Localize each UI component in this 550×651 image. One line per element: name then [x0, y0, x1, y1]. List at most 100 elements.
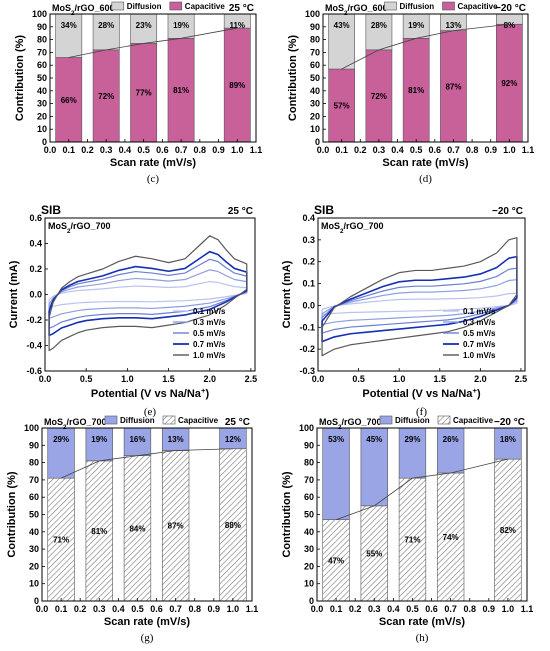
diffusion-label: 29%	[404, 435, 420, 444]
y-tick-label: 60	[29, 492, 39, 502]
bar-capacitive	[322, 519, 350, 602]
x-axis-label: Scan rate (mV/s)	[379, 616, 466, 628]
temperature-label: 25 °C	[228, 206, 253, 217]
capacitive-label: 88%	[225, 521, 241, 530]
y-axis-label: Contribution (%)	[14, 35, 26, 121]
cell-type-label: SIB	[314, 203, 334, 217]
bar-diffusion	[360, 427, 388, 507]
bar-capacitive	[436, 472, 465, 602]
x-tick-label: 1.1	[522, 145, 535, 155]
y-tick-label: 30	[29, 544, 39, 554]
y-tick-label: 10	[304, 579, 314, 589]
bar-capacitive	[219, 448, 247, 602]
capacitive-label: 57%	[334, 102, 350, 111]
y-tick-label: 20	[304, 561, 314, 571]
legend-label-capacitive: Capacitive	[453, 416, 494, 425]
panel-caption: (c)	[147, 173, 160, 185]
bar-diffusion	[398, 427, 427, 479]
legend-label-diffusion: Diffusion	[395, 416, 430, 425]
bar-diffusion	[494, 427, 522, 460]
y-tick-label: 30	[304, 544, 314, 554]
x-tick-label: 0.7	[444, 604, 457, 614]
x-tick-label: 0.7	[175, 145, 188, 155]
y-tick-label: 10	[29, 579, 39, 589]
y-tick-label: 30	[310, 99, 320, 109]
x-tick-label: 0.0	[44, 145, 57, 155]
capacitive-label: 84%	[129, 524, 145, 533]
bar-capacitive	[167, 38, 195, 143]
x-tick-label: 0.6	[150, 604, 163, 614]
y-tick-label: 80	[310, 35, 320, 45]
bar-diffusion	[365, 13, 393, 51]
bar-diffusion	[85, 427, 113, 462]
diffusion-label: 19%	[91, 435, 107, 444]
bar-capacitive	[161, 450, 190, 602]
diffusion-label: 29%	[53, 435, 69, 444]
diffusion-label: 13%	[168, 435, 184, 444]
bar-diffusion	[55, 13, 83, 58]
y-tick-label: 70	[29, 475, 39, 485]
diffusion-label: 28%	[371, 21, 387, 30]
legend-label: 1.0 mV/s	[193, 351, 226, 360]
capacitive-label: 87%	[445, 82, 461, 91]
y-tick-label: 50	[37, 73, 47, 83]
capacitive-label: 81%	[91, 527, 107, 536]
bar-capacitive	[440, 30, 467, 143]
diffusion-label: 43%	[334, 21, 350, 30]
x-tick-label: 0.5	[131, 604, 144, 614]
x-tick-label: 0.2	[81, 145, 94, 155]
panel-caption: (d)	[419, 173, 432, 185]
chart-title: MoS2/rGO_700	[48, 221, 111, 235]
bar-diffusion	[436, 427, 465, 474]
x-tick-label: 1.0	[227, 604, 240, 614]
x-axis-label: Scan rate (mV/s)	[382, 157, 469, 169]
temperature-label: −20 °C	[492, 206, 523, 217]
y-tick-label: 20	[29, 561, 39, 571]
x-tick-label: 0.0	[39, 374, 52, 384]
x-tick-label: 0.5	[406, 604, 419, 614]
legend-swatch-diffusion	[104, 415, 118, 425]
x-tick-label: 1.0	[121, 374, 134, 384]
legend-label: 0.5 mV/s	[193, 329, 226, 338]
x-tick-label: 1.1	[250, 145, 263, 155]
y-tick-label: 0.0	[29, 290, 42, 300]
legend-label-capacitive: Capacitive	[458, 2, 499, 11]
diffusion-label: 28%	[98, 21, 114, 30]
x-axis-label: Potential (V vs Na/Na+)	[362, 386, 481, 401]
y-tick-label: 90	[304, 440, 314, 450]
x-tick-label: 0.0	[317, 145, 330, 155]
x-tick-label: 0.8	[194, 145, 207, 155]
diffusion-label: 26%	[443, 435, 459, 444]
cv-curve	[321, 279, 518, 326]
y-axis-label: Current (mA)	[8, 260, 20, 328]
legend-label-capacitive: Capacitive	[185, 2, 226, 11]
y-tick-label: 0	[42, 137, 47, 147]
y-tick-label: 50	[29, 510, 39, 520]
y-tick-label: 80	[37, 35, 47, 45]
capacitive-trend-line	[335, 458, 509, 521]
chart-title: MoS2/rGO_600	[52, 3, 115, 17]
chart-title: MoS2/rGO_600	[325, 3, 388, 17]
y-tick-label: 0	[309, 596, 314, 606]
x-tick-label: 0.1	[62, 145, 75, 155]
y-tick-label: 90	[310, 22, 320, 32]
y-tick-label: 0	[315, 137, 320, 147]
x-tick-label: 0.2	[349, 604, 362, 614]
cv-curve	[48, 269, 248, 319]
legend-label-diffusion: Diffusion	[400, 2, 435, 11]
x-tick-label: 0.6	[156, 145, 169, 155]
legend-swatch-capacitive	[437, 415, 451, 425]
capacitive-trend-line	[68, 27, 238, 58]
x-tick-label: 0.9	[212, 145, 225, 155]
capacitive-label: 81%	[173, 86, 189, 95]
y-tick-label: 0.3	[302, 235, 315, 245]
diffusion-label: 34%	[61, 21, 77, 30]
chart-panel-e: -0.6 -0.4 -0.2 0.0 0.2 0.4 0.6 0.0 0.5 1.0 1.5 2.0 2…	[8, 203, 257, 418]
bar-capacitive	[55, 57, 83, 143]
x-tick-label: 0.8	[463, 604, 476, 614]
legend-label: 0.3 mV/s	[463, 318, 496, 327]
cv-curve	[48, 250, 248, 337]
bar-diffusion	[322, 427, 350, 520]
y-tick-label: 0.0	[302, 300, 315, 310]
y-tick-label: 20	[310, 111, 320, 121]
